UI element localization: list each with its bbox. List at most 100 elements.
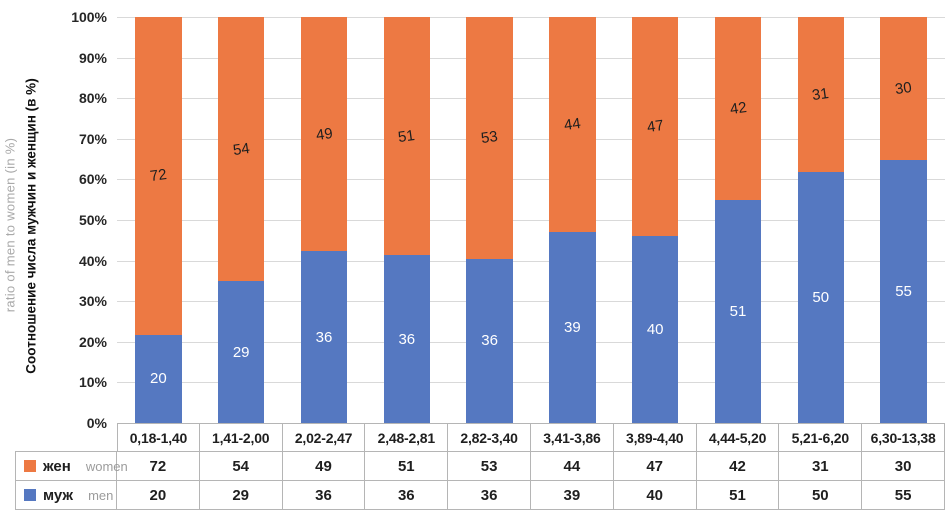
table-corner-blank — [15, 423, 117, 452]
category-cell: 4,44-5,20 — [696, 423, 780, 452]
bar-segment-men: 51 — [714, 200, 762, 423]
value-cell-women: 49 — [282, 452, 366, 481]
category-cell: 2,02-2,47 — [282, 423, 366, 452]
bar-segment-men: 36 — [466, 258, 513, 423]
bar-segment-women: 47 — [632, 17, 679, 237]
y-tick-label: 0% — [86, 415, 107, 431]
bar-column: 53 36 — [448, 17, 531, 423]
legend-key-women: жен women — [15, 452, 128, 481]
stacked-bar: 53 36 — [466, 17, 513, 423]
bar-label-men: 36 — [481, 332, 498, 350]
bar-segment-women: 51 — [383, 17, 430, 255]
value-cell-women: 54 — [199, 452, 283, 481]
bar-segment-women: 49 — [300, 17, 348, 252]
value-cell-women: 44 — [531, 452, 614, 481]
bar-column: 47 40 — [614, 17, 697, 423]
stacked-bar: 31 50 — [797, 17, 844, 423]
bar-segment-women: 31 — [797, 17, 844, 173]
category-cell: 5,21-6,20 — [779, 423, 863, 452]
bar-label-women: 72 — [148, 166, 168, 186]
bar-label-men: 55 — [895, 283, 912, 301]
stacked-bar: 44 39 — [549, 17, 596, 423]
bar-label-women: 42 — [728, 99, 748, 119]
value-cell-men: 40 — [613, 481, 697, 510]
bar-label-men: 50 — [812, 289, 830, 307]
bars-container: 72 20 54 29 49 36 51 36 53 36 44 39 47 40 42 51 31 50 30 55 — [117, 17, 945, 423]
bar-label-men: 39 — [564, 319, 581, 337]
bar-segment-women: 53 — [466, 17, 513, 259]
bar-segment-men: 20 — [135, 334, 182, 423]
gridline — [117, 260, 945, 262]
y-tick-label: 90% — [78, 49, 107, 66]
value-cell-men: 51 — [696, 481, 780, 510]
value-cell-women: 47 — [613, 452, 697, 481]
stacked-bar: 51 36 — [383, 17, 430, 423]
value-cell-men: 36 — [448, 481, 531, 510]
bar-label-men: 36 — [398, 330, 416, 348]
bar-segment-women: 44 — [549, 17, 596, 233]
bar-label-men: 29 — [232, 343, 250, 361]
category-cell: 0,18-1,40 — [117, 423, 200, 452]
y-tick-label: 20% — [78, 333, 107, 350]
value-cell-women: 31 — [779, 452, 863, 481]
legend-key-men: муж men — [15, 481, 117, 510]
gridline — [117, 57, 945, 59]
y-tick-label: 80% — [78, 90, 107, 107]
value-cell-men: 39 — [531, 481, 614, 510]
category-cell: 3,41-3,86 — [531, 423, 614, 452]
gridline — [117, 341, 945, 343]
category-cell: 1,41-2,00 — [199, 423, 283, 452]
bar-label-men: 51 — [729, 303, 747, 321]
bar-segment-men: 36 — [383, 255, 430, 423]
value-cell-men: 55 — [862, 481, 945, 510]
stacked-bar: 42 51 — [714, 17, 762, 423]
value-cell-men: 36 — [282, 481, 366, 510]
legend-label-en: women — [85, 458, 128, 474]
bar-column: 42 51 — [697, 17, 780, 423]
y-tick-label: 40% — [78, 252, 107, 269]
value-cell-men: 29 — [199, 481, 283, 510]
value-cell-men: 20 — [117, 481, 200, 510]
gridline — [117, 17, 945, 18]
value-cell-women: 53 — [448, 452, 531, 481]
y-tick-label: 70% — [78, 130, 107, 147]
bar-segment-women: 72 — [135, 17, 182, 335]
bar-label-women: 44 — [562, 115, 582, 135]
stacked-bar: 54 29 — [218, 17, 265, 423]
bar-column: 30 55 — [862, 17, 945, 423]
bar-label-women: 54 — [231, 139, 251, 159]
legend-swatch-women — [24, 460, 36, 472]
bar-segment-women: 30 — [880, 17, 927, 161]
bar-segment-men: 29 — [218, 281, 265, 423]
y-tick-label: 100% — [71, 9, 107, 25]
gridline — [117, 179, 945, 181]
y-tick-label: 60% — [78, 171, 107, 188]
value-cell-women: 42 — [696, 452, 780, 481]
bar-segment-men: 36 — [300, 251, 348, 423]
bar-label-men: 20 — [150, 370, 167, 388]
legend-swatch-men — [24, 489, 36, 501]
value-cell-women: 30 — [862, 452, 945, 481]
bar-segment-men: 50 — [797, 172, 844, 423]
bar-label-women: 53 — [480, 128, 500, 148]
category-cell: 6,30-13,38 — [862, 423, 945, 452]
legend-label-en: men — [88, 487, 114, 503]
stacked-bar: 49 36 — [300, 17, 348, 423]
gridline — [117, 220, 945, 221]
stacked-bar: 72 20 — [135, 17, 182, 423]
bar-label-men: 36 — [315, 328, 333, 346]
stacked-bar: 47 40 — [632, 17, 679, 423]
y-tick-label: 10% — [78, 374, 107, 391]
value-cell-men: 50 — [779, 481, 863, 510]
bar-column: 31 50 — [779, 17, 862, 423]
bar-label-women: 47 — [645, 117, 665, 137]
bar-label-women: 49 — [314, 124, 334, 144]
category-cell: 2,48-2,81 — [365, 423, 449, 452]
bar-segment-men: 40 — [632, 236, 679, 423]
bar-segment-women: 54 — [218, 17, 265, 282]
plot-area: 72 20 54 29 49 36 51 36 53 36 44 39 47 40 42 51 31 50 30 55 — [117, 17, 945, 424]
value-cell-women: 72 — [117, 452, 200, 481]
bar-segment-men: 55 — [880, 160, 927, 423]
legend-label-ru: муж — [43, 486, 74, 504]
